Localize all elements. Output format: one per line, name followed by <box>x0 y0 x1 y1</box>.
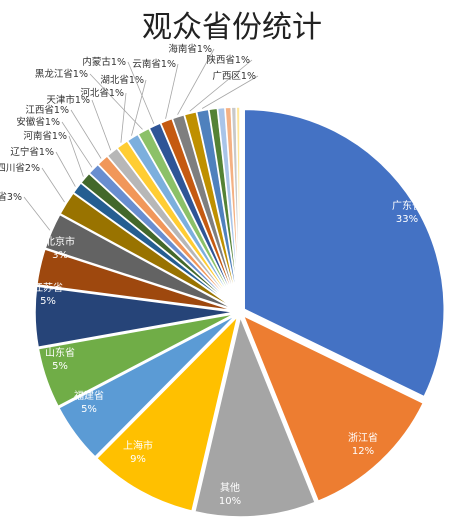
slice-label: 江西省1% <box>25 104 69 116</box>
slice-label: 湖北省1% <box>100 74 144 86</box>
slice-label: 陕西省1% <box>206 54 250 66</box>
slice-label-name: 福建省 <box>74 389 104 402</box>
leader-line <box>131 79 147 136</box>
slice-label: 河南省1% <box>23 130 67 142</box>
leader-line <box>23 196 51 231</box>
slice-label-value: 5% <box>81 404 97 415</box>
leader-line <box>127 61 155 124</box>
leader-line <box>55 151 76 187</box>
leader-line <box>177 48 215 115</box>
slice-label-name: 广东省 <box>392 199 422 212</box>
slice-label-name: 江苏省 <box>33 281 63 294</box>
slice-label-name: 北京市 <box>45 235 75 248</box>
slice-label-name: 上海市 <box>123 439 153 452</box>
slice-label-value: 33% <box>396 214 418 225</box>
slice-label-value: 3% <box>52 250 68 261</box>
leader-line <box>120 92 127 143</box>
slice-label: 安徽省1% <box>16 116 60 128</box>
slice-label: 天津市1% <box>46 94 90 106</box>
pie-slice <box>241 314 425 503</box>
slice-label-name: 其他 <box>220 481 240 494</box>
pie-slice <box>44 213 236 311</box>
leader-line <box>61 121 93 168</box>
pie-slices <box>34 106 445 517</box>
pie-slice <box>95 313 239 513</box>
slice-labels: 广东省 33% 浙江省 12% 其他 10% 上海市 9% 福建省 5% 山东省 5% 江苏省 5% 北京市… <box>0 43 422 507</box>
pie-slice <box>34 285 236 349</box>
leader-line <box>201 75 259 109</box>
chart-title: 观众省份统计 <box>142 10 322 45</box>
slice-label: 海南省1% <box>168 43 212 55</box>
slice-label: 湖南省3% <box>0 191 22 203</box>
slice-label-value: 5% <box>40 296 56 307</box>
slice-label-name: 山东省 <box>45 346 75 359</box>
slice-label: 内蒙古1% <box>82 56 126 68</box>
slice-label-value: 12% <box>352 446 374 457</box>
leader-line <box>68 135 84 177</box>
leader-line <box>91 99 112 151</box>
leader-line <box>189 59 253 112</box>
pie-slice <box>37 312 236 408</box>
pie-slice <box>57 314 237 458</box>
pie-slice <box>193 314 317 517</box>
leader-line <box>89 73 143 130</box>
slice-label: 四川省2% <box>0 162 40 174</box>
slice-label: 广西区1% <box>212 70 256 82</box>
slice-label: 云南省1% <box>132 58 176 70</box>
leader-line <box>165 63 179 119</box>
slice-label-value: 9% <box>130 454 146 465</box>
slice-label: 黑龙江省1% <box>35 68 88 80</box>
slice-label: 辽宁省1% <box>10 146 54 158</box>
slice-label-name: 浙江省 <box>348 431 378 444</box>
leader-line <box>70 109 102 159</box>
slice-label: 河北省1% <box>80 87 124 99</box>
leader-lines <box>23 48 259 231</box>
slice-label-value: 10% <box>219 496 241 507</box>
pie-slice <box>35 248 236 312</box>
pie-slice <box>243 108 445 398</box>
leader-line <box>41 167 65 203</box>
slice-label-value: 5% <box>52 361 68 372</box>
pie-slice <box>235 106 241 308</box>
